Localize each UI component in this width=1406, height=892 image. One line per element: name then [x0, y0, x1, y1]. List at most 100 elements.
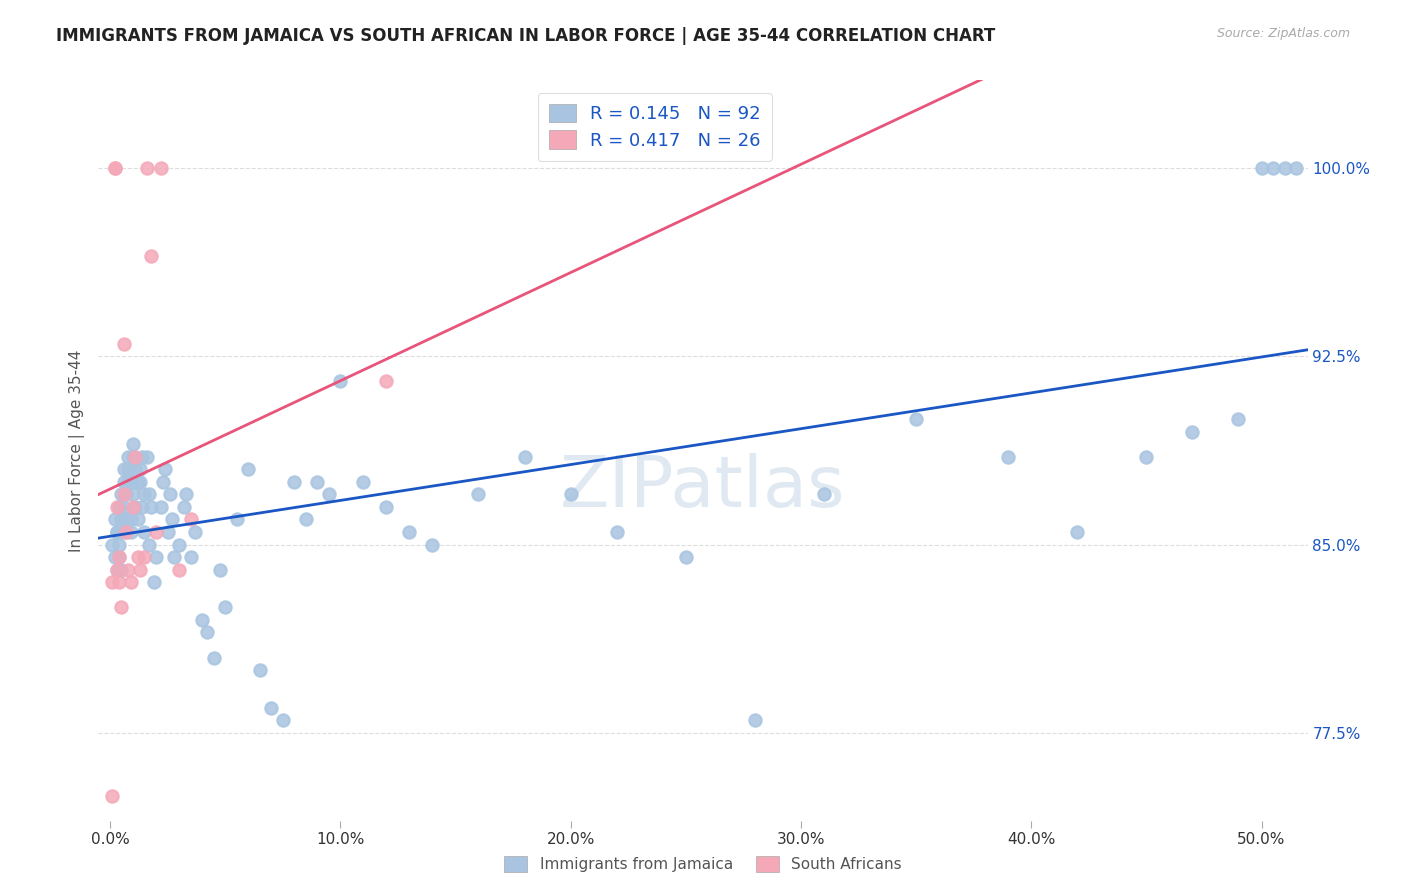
Point [307, 475, 329, 489]
Point [398, 524, 420, 539]
Point [1285, 161, 1308, 175]
Point [105, 563, 128, 577]
Point [120, 575, 142, 590]
Point [105, 563, 128, 577]
Point [225, 512, 247, 526]
Point [127, 550, 149, 565]
Point [128, 462, 150, 476]
Point [110, 487, 132, 501]
Point [128, 563, 150, 577]
Point [156, 524, 179, 539]
Point [112, 336, 135, 351]
Point [110, 563, 132, 577]
Point [120, 475, 142, 489]
Point [375, 375, 398, 389]
Point [124, 500, 146, 514]
Point [467, 487, 489, 501]
Point [173, 500, 195, 514]
Point [134, 524, 156, 539]
Point [110, 600, 132, 615]
Point [105, 524, 128, 539]
Point [124, 462, 146, 476]
Y-axis label: In Labor Force | Age 35-44: In Labor Force | Age 35-44 [69, 350, 84, 551]
Point [191, 613, 214, 627]
Point [122, 437, 145, 451]
Point [103, 161, 125, 175]
Point [110, 512, 132, 526]
Point [117, 475, 139, 489]
Point [112, 462, 135, 476]
Point [101, 575, 124, 590]
Point [127, 512, 149, 526]
Point [163, 550, 186, 565]
Point [108, 500, 131, 514]
Point [180, 512, 202, 526]
Point [318, 487, 340, 501]
Point [160, 512, 183, 526]
Point [1261, 161, 1284, 175]
Point [260, 700, 283, 714]
Point [138, 487, 160, 501]
Point [103, 161, 125, 175]
Point [105, 500, 128, 514]
Point [108, 550, 131, 565]
Point [117, 563, 139, 577]
Point [159, 487, 181, 501]
Point [112, 500, 135, 514]
Point [134, 487, 156, 501]
Point [112, 487, 135, 501]
Point [122, 500, 145, 514]
Point [180, 550, 202, 565]
Point [997, 450, 1019, 464]
Point [115, 512, 138, 526]
Point [155, 462, 177, 476]
Point [249, 663, 271, 677]
Point [131, 450, 153, 464]
Point [1250, 161, 1272, 175]
Point [120, 512, 142, 526]
Point [174, 487, 197, 501]
Text: Source: ZipAtlas.com: Source: ZipAtlas.com [1216, 27, 1350, 40]
Point [152, 475, 174, 489]
Point [135, 161, 157, 175]
Point [214, 600, 236, 615]
Point [108, 575, 131, 590]
Point [294, 512, 316, 526]
Point [271, 713, 294, 727]
Point [115, 524, 138, 539]
Point [167, 563, 190, 577]
Point [117, 462, 139, 476]
Point [112, 475, 135, 489]
Point [1274, 161, 1296, 175]
Point [422, 538, 444, 552]
Point [120, 524, 142, 539]
Legend: R = 0.145   N = 92, R = 0.417   N = 26: R = 0.145 N = 92, R = 0.417 N = 26 [537, 93, 772, 161]
Point [108, 538, 131, 552]
Point [283, 475, 305, 489]
Point [352, 475, 374, 489]
Point [115, 487, 138, 501]
Point [101, 789, 124, 803]
Point [128, 475, 150, 489]
Point [329, 375, 352, 389]
Point [905, 412, 928, 426]
Point [122, 450, 145, 464]
Point [1181, 425, 1204, 439]
Point [103, 550, 125, 565]
Point [142, 575, 165, 590]
Point [141, 249, 163, 263]
Point [135, 450, 157, 464]
Point [115, 524, 138, 539]
Point [202, 650, 225, 665]
Point [127, 475, 149, 489]
Point [108, 550, 131, 565]
Point [606, 524, 628, 539]
Point [134, 550, 156, 565]
Point [1066, 524, 1088, 539]
Point [105, 524, 128, 539]
Point [149, 500, 172, 514]
Point [1135, 450, 1157, 464]
Point [209, 563, 232, 577]
Point [141, 500, 163, 514]
Text: ZIPatlas: ZIPatlas [560, 453, 846, 522]
